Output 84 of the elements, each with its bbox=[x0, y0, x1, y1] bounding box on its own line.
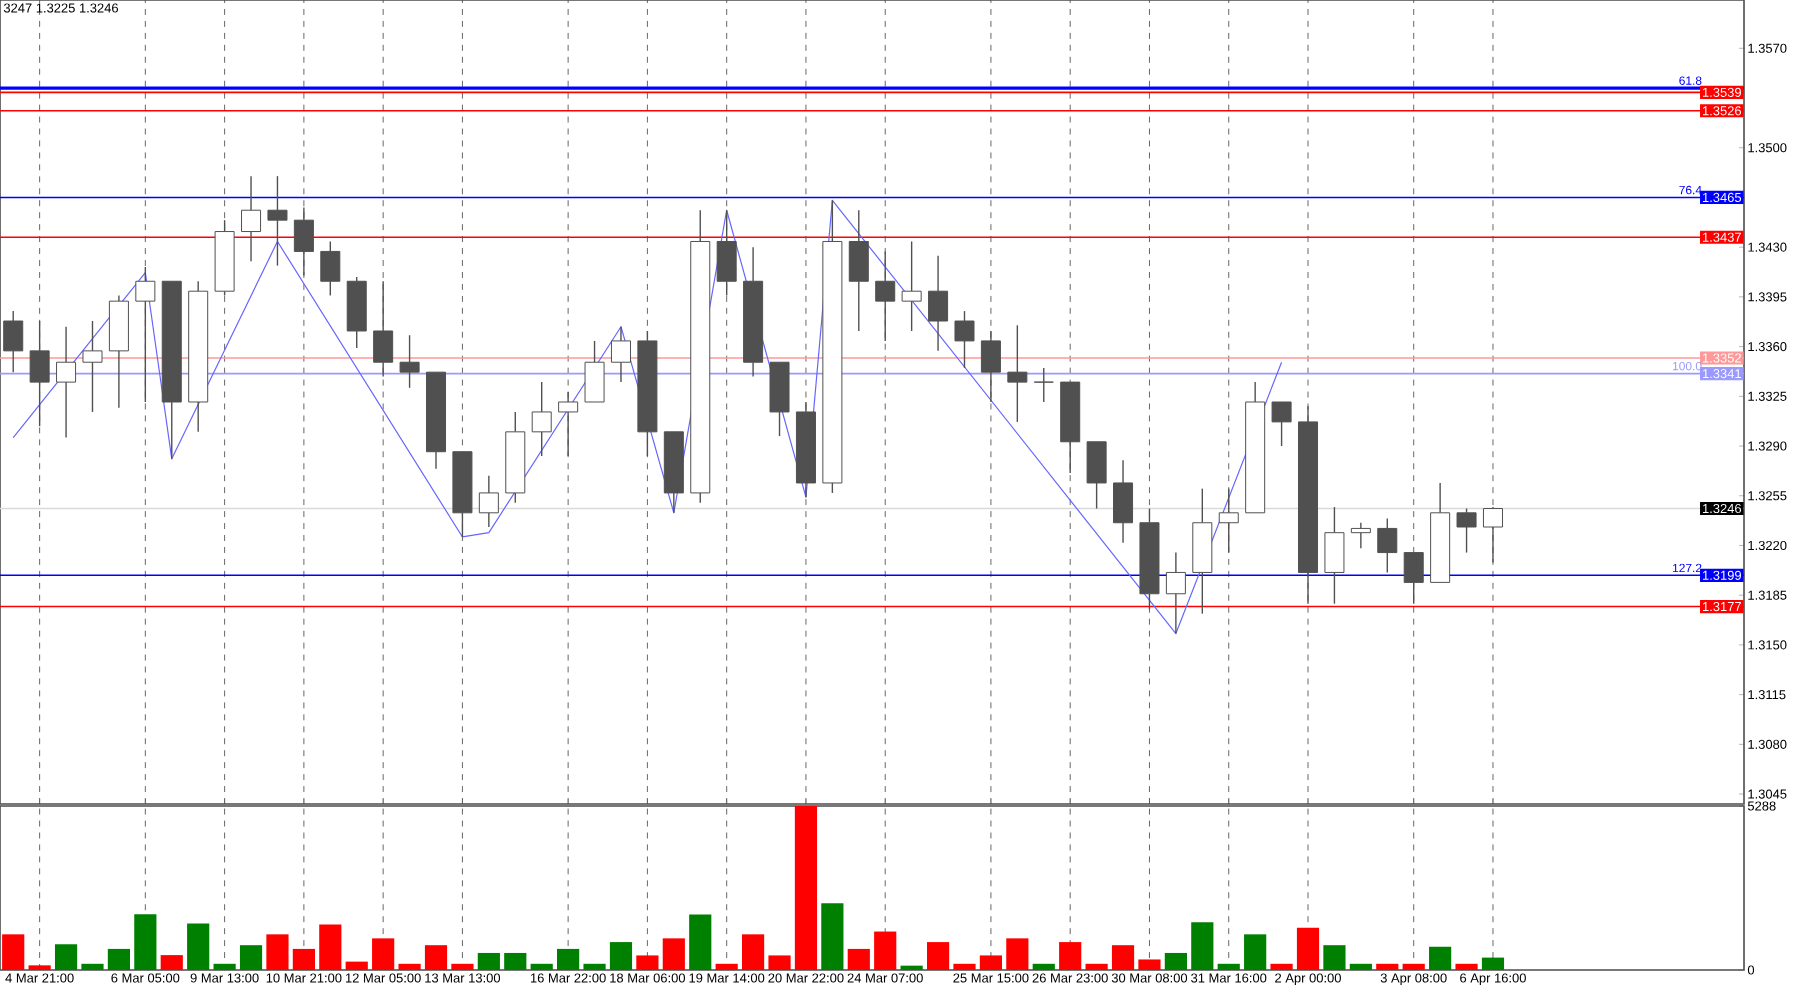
bar bbox=[1244, 934, 1267, 970]
bar bbox=[239, 945, 263, 970]
candlestick bbox=[1482, 508, 1503, 564]
bar bbox=[1111, 945, 1135, 970]
bar bbox=[134, 914, 157, 970]
bar bbox=[398, 963, 421, 970]
candlestick bbox=[241, 175, 262, 263]
bar bbox=[1006, 938, 1029, 970]
bar bbox=[1481, 957, 1505, 970]
candlestick bbox=[1350, 522, 1371, 549]
bar bbox=[979, 955, 1003, 970]
bar bbox=[689, 914, 712, 970]
bar bbox=[1032, 963, 1055, 970]
bar bbox=[345, 961, 368, 970]
bar bbox=[821, 903, 844, 970]
candlestick bbox=[293, 206, 314, 277]
bar bbox=[292, 948, 315, 970]
bar bbox=[715, 963, 738, 970]
candlestick bbox=[1297, 405, 1319, 605]
bar bbox=[1191, 922, 1214, 970]
bar bbox=[372, 938, 395, 970]
bar bbox=[953, 963, 976, 970]
candlestick bbox=[478, 475, 499, 528]
bar bbox=[187, 923, 210, 970]
bar bbox=[1455, 963, 1478, 970]
bar bbox=[636, 955, 659, 970]
candlestick bbox=[373, 280, 394, 378]
bar bbox=[1429, 946, 1452, 970]
bar bbox=[1138, 959, 1161, 970]
candlestick bbox=[1324, 506, 1345, 605]
candlestick bbox=[108, 294, 129, 409]
bar bbox=[81, 963, 104, 970]
bar bbox=[1296, 927, 1320, 970]
bar bbox=[530, 963, 553, 970]
bar bbox=[1349, 963, 1372, 970]
bar bbox=[768, 955, 791, 970]
bar bbox=[926, 942, 950, 970]
candlestick bbox=[1165, 551, 1186, 635]
candlestick bbox=[795, 401, 816, 498]
bar bbox=[266, 934, 289, 970]
candlestick bbox=[558, 391, 579, 457]
candlestick bbox=[980, 330, 1001, 403]
bar bbox=[54, 944, 78, 970]
bar bbox=[1085, 963, 1108, 970]
candlestick bbox=[82, 320, 103, 413]
candlestick bbox=[901, 240, 922, 332]
candlestick bbox=[1218, 487, 1239, 554]
candlestick bbox=[1007, 324, 1028, 423]
candlestick bbox=[848, 209, 869, 332]
candlestick bbox=[1113, 459, 1134, 544]
bar bbox=[741, 934, 765, 970]
bar bbox=[504, 952, 527, 970]
bar bbox=[1164, 952, 1187, 970]
candlestick bbox=[743, 246, 764, 378]
bar bbox=[451, 963, 474, 970]
bar bbox=[424, 945, 448, 970]
candlestick bbox=[928, 254, 949, 352]
bar bbox=[794, 805, 818, 970]
candlestick bbox=[56, 326, 77, 439]
candlestick bbox=[1192, 487, 1213, 615]
bar bbox=[609, 942, 633, 970]
bar bbox=[1270, 963, 1293, 970]
bar bbox=[1376, 963, 1399, 970]
bar bbox=[213, 963, 236, 970]
candlestick bbox=[875, 250, 896, 342]
bar bbox=[160, 955, 183, 970]
bar bbox=[557, 948, 580, 970]
candlestick bbox=[267, 175, 288, 267]
bar bbox=[583, 963, 606, 970]
bar bbox=[107, 948, 131, 970]
candlestick bbox=[29, 320, 50, 427]
candlestick bbox=[188, 280, 209, 433]
bar bbox=[1402, 963, 1425, 970]
bar bbox=[847, 948, 870, 970]
candlestick bbox=[531, 381, 552, 457]
bar bbox=[662, 938, 685, 970]
bar bbox=[2, 934, 25, 970]
bar bbox=[319, 924, 342, 970]
bar bbox=[1323, 945, 1346, 970]
bar bbox=[477, 952, 500, 970]
bar bbox=[1059, 942, 1082, 970]
bar bbox=[874, 931, 897, 970]
bar bbox=[1217, 963, 1240, 970]
candlestick bbox=[610, 326, 631, 383]
